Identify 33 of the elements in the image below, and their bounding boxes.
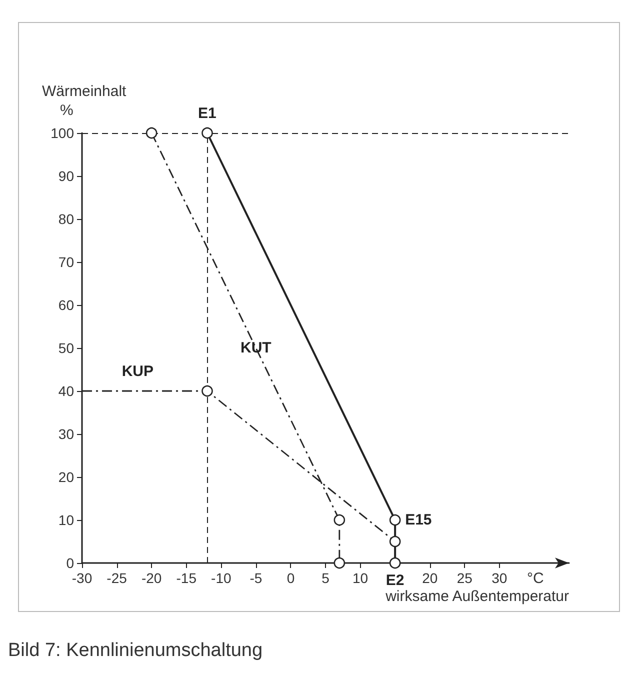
y-tick-label: 70	[58, 254, 74, 270]
x-tick-label: -20	[141, 570, 162, 586]
y-tick-label: 100	[50, 125, 74, 141]
text: °C	[527, 570, 544, 587]
annotation: E2	[386, 572, 404, 589]
annotation: KUT	[240, 340, 272, 356]
y-axis-title: Wärmeinhalt	[42, 83, 128, 100]
y-tick-label: 20	[58, 469, 74, 485]
x-tick-label: 30	[492, 570, 508, 586]
x-tick-label: 25	[456, 570, 473, 586]
text: Bild 7: Kennlinienumschaltung	[8, 640, 263, 662]
y-tick-label: 40	[58, 383, 74, 399]
y-tick-label: 0	[66, 555, 74, 571]
x-axis-title: wirksame Außentemperatur	[384, 588, 570, 605]
text: %	[60, 102, 74, 119]
annotation: KUP	[122, 363, 154, 380]
x-tick-label: -30	[72, 570, 92, 586]
annotation: E1	[198, 105, 216, 122]
x-tick-label: 10	[352, 570, 368, 586]
x-tick-label: -15	[176, 570, 197, 586]
x-tick-label: -25	[106, 570, 128, 586]
x-tick-label: 0	[286, 570, 295, 586]
y-tick-label: 50	[58, 340, 74, 356]
x-tick-label: 20	[422, 570, 438, 586]
x-tick-label: 5	[322, 570, 330, 586]
y-tick-label: 90	[58, 168, 74, 184]
y-tick-label: 80	[58, 211, 74, 227]
x-tick-label: -5	[250, 570, 262, 586]
x-tick-label: -10	[211, 570, 232, 586]
y-tick-label: 10	[58, 512, 74, 528]
y-tick-label: 30	[58, 426, 74, 442]
annotation: E15	[405, 512, 432, 528]
y-tick-label: 60	[58, 297, 74, 313]
